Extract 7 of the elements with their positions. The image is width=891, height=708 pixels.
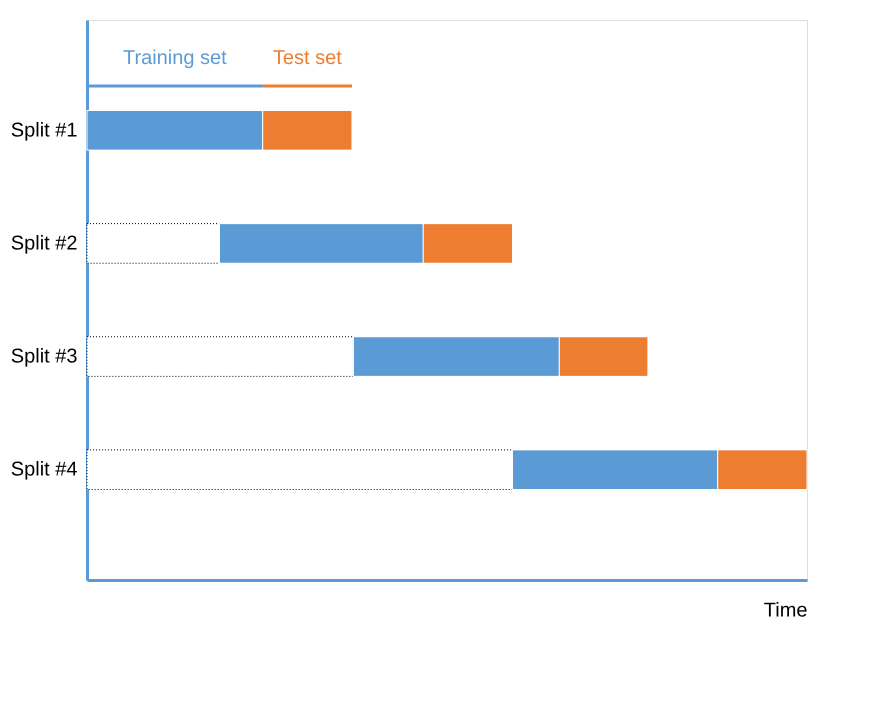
y-tick-label: Split #2 <box>10 232 78 254</box>
text: Test set <box>272 47 342 69</box>
text: Training set <box>122 47 228 69</box>
y-tick-label: Split #3 <box>10 346 78 368</box>
y-tick-label: Split #1 <box>10 119 78 142</box>
y-tick-label: Split #4 <box>10 458 78 481</box>
x-axis-title: Time <box>764 600 808 622</box>
